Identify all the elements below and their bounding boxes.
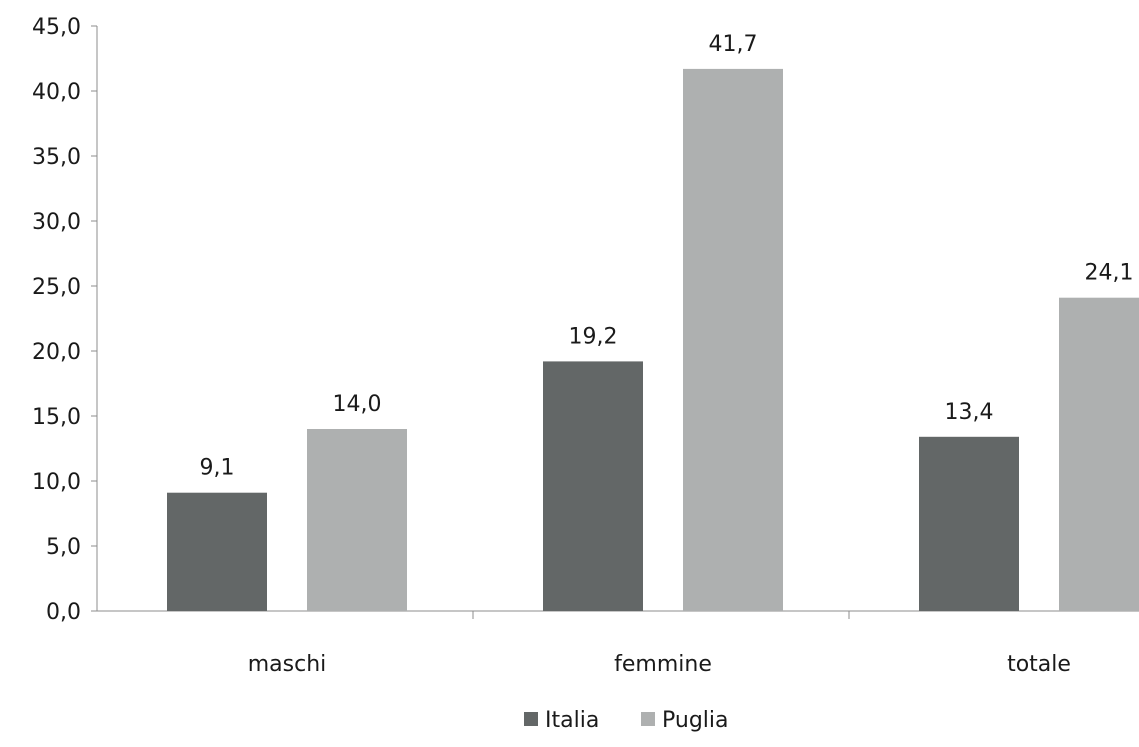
data-label: 9,1 — [200, 456, 235, 481]
y-tick-label: 10,0 — [32, 470, 81, 495]
data-label: 24,1 — [1085, 261, 1134, 286]
bar-italia-femmine — [543, 361, 643, 611]
data-label: 13,4 — [945, 400, 994, 425]
y-tick-label: 25,0 — [32, 275, 81, 300]
y-tick-label: 30,0 — [32, 210, 81, 235]
legend-swatch-puglia — [641, 712, 655, 726]
legend-swatch-italia — [524, 712, 538, 726]
y-tick-label: 35,0 — [32, 145, 81, 170]
legend-label-puglia: Puglia — [662, 708, 729, 733]
data-label: 19,2 — [569, 324, 618, 349]
y-tick-label: 20,0 — [32, 340, 81, 365]
data-label: 14,0 — [333, 392, 382, 417]
category-label-maschi: maschi — [248, 652, 327, 677]
category-label-femmine: femmine — [614, 652, 712, 677]
y-tick-label: 45,0 — [32, 15, 81, 40]
bar-italia-maschi — [167, 492, 267, 611]
bar-italia-totale — [919, 436, 1019, 611]
y-tick-label: 5,0 — [46, 535, 81, 560]
bar-puglia-totale — [1059, 297, 1139, 611]
data-label: 41,7 — [709, 32, 758, 57]
y-tick-label: 40,0 — [32, 80, 81, 105]
y-tick-label: 0,0 — [46, 600, 81, 625]
bar-puglia-maschi — [307, 429, 407, 611]
y-tick-label: 15,0 — [32, 405, 81, 430]
legend-label-italia: Italia — [545, 708, 599, 733]
category-label-totale: totale — [1007, 652, 1071, 677]
bar-puglia-femmine — [683, 68, 783, 611]
